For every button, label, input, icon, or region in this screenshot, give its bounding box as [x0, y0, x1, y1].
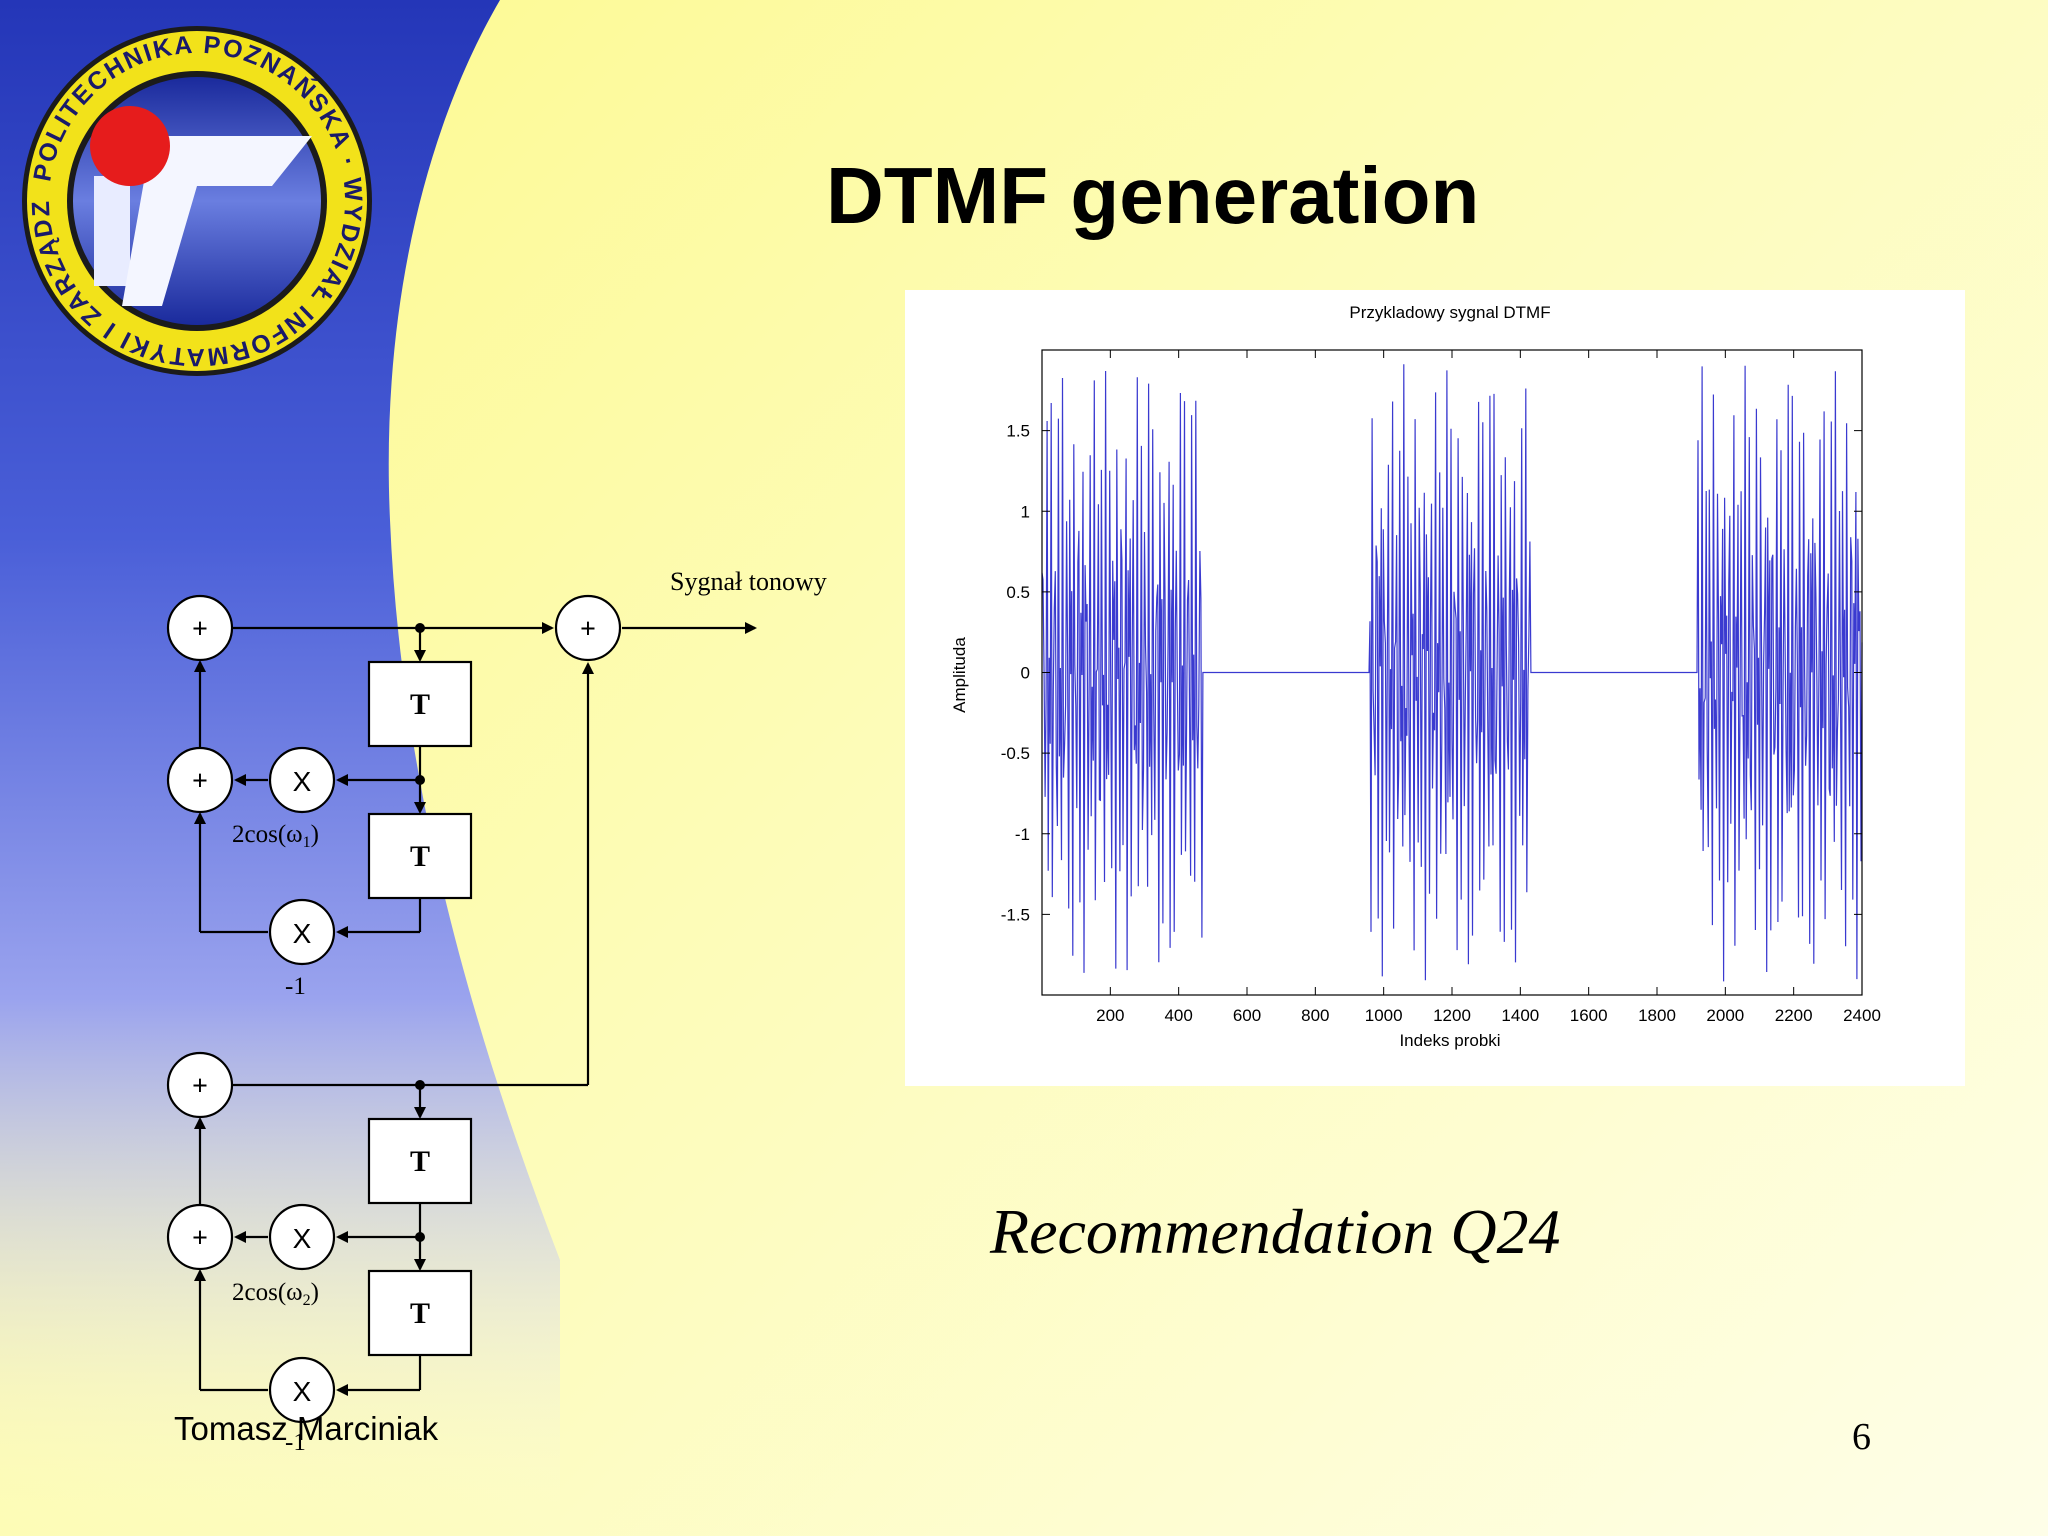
x-tick-label: 1800: [1638, 1006, 1676, 1025]
delay-block: T: [367, 660, 473, 748]
svg-text:+: +: [192, 1223, 208, 1254]
x-tick-label: 2000: [1706, 1006, 1744, 1025]
adder-node: +: [166, 746, 234, 814]
svg-text:+: +: [192, 1071, 208, 1102]
chart-panel: Przykladowy sygnal DTMF Indeks probki Am…: [905, 290, 1965, 1086]
svg-text:T: T: [410, 1297, 430, 1330]
svg-text:X: X: [293, 766, 312, 797]
footer-author: Tomasz Marciniak: [174, 1410, 439, 1447]
svg-text:+: +: [580, 614, 596, 645]
svg-text:X: X: [293, 1223, 312, 1254]
y-tick-label: 1.5: [1006, 422, 1030, 441]
svg-text:X: X: [293, 918, 312, 949]
multiplier-node: X: [268, 746, 336, 814]
chart-title: Przykladowy sygnal DTMF: [1349, 303, 1550, 322]
recommendation-text: Recommendation Q24: [990, 1196, 1561, 1267]
page-number: 6: [1852, 1416, 1871, 1458]
y-tick-label: -1: [1015, 825, 1030, 844]
delay-block: T: [367, 1117, 473, 1205]
university-logo: POLITECHNIKA POZNAŃSKA · WYDZIAŁ INFORMA…: [12, 16, 372, 376]
x-tick-label: 800: [1301, 1006, 1329, 1025]
svg-text:T: T: [410, 840, 430, 873]
output-label: Sygnał tonowy: [670, 567, 827, 596]
y-tick-label: 0: [1021, 664, 1030, 683]
output-adder-node: +: [554, 594, 622, 662]
adder-node: +: [166, 1051, 234, 1119]
coefficient-label-2: 2cos(ω2): [232, 1279, 319, 1309]
slide-title: DTMF generation: [826, 151, 1480, 240]
svg-text:X: X: [293, 1376, 312, 1407]
neg-one-label: -1: [285, 1429, 306, 1456]
y-tick-label: -0.5: [1001, 744, 1030, 763]
svg-text:+: +: [192, 614, 208, 645]
y-tick-label: 0.5: [1006, 583, 1030, 602]
x-tick-label: 200: [1096, 1006, 1124, 1025]
svg-text:T: T: [410, 1145, 430, 1178]
adder-node: +: [166, 594, 234, 662]
x-tick-label: 1000: [1365, 1006, 1403, 1025]
y-tick-label: 1: [1021, 502, 1030, 521]
delay-block: T: [367, 812, 473, 900]
x-tick-label: 600: [1233, 1006, 1261, 1025]
x-tick-label: 2400: [1843, 1006, 1881, 1025]
y-tick-label: -1.5: [1001, 905, 1030, 924]
multiplier-node: X: [268, 898, 336, 966]
svg-text:T: T: [410, 688, 430, 721]
dtmf-signal-chart: Przykladowy sygnal DTMF Indeks probki Am…: [950, 303, 1881, 1050]
signal-line: [1041, 364, 1863, 982]
multiplier-node: X: [268, 1203, 336, 1271]
chart-ylabel: Amplituda: [950, 637, 969, 713]
x-tick-label: 2200: [1775, 1006, 1813, 1025]
x-tick-label: 1400: [1501, 1006, 1539, 1025]
adder-node: +: [166, 1203, 234, 1271]
neg-one-label: -1: [285, 973, 306, 1000]
x-tick-label: 1200: [1433, 1006, 1471, 1025]
x-tick-label: 1600: [1570, 1006, 1608, 1025]
x-tick-label: 400: [1164, 1006, 1192, 1025]
chart-xlabel: Indeks probki: [1399, 1031, 1500, 1050]
svg-text:+: +: [192, 766, 208, 797]
coefficient-label-1: 2cos(ω1): [232, 821, 319, 851]
delay-block: T: [367, 1269, 473, 1357]
multiplier-node: X: [268, 1356, 336, 1424]
